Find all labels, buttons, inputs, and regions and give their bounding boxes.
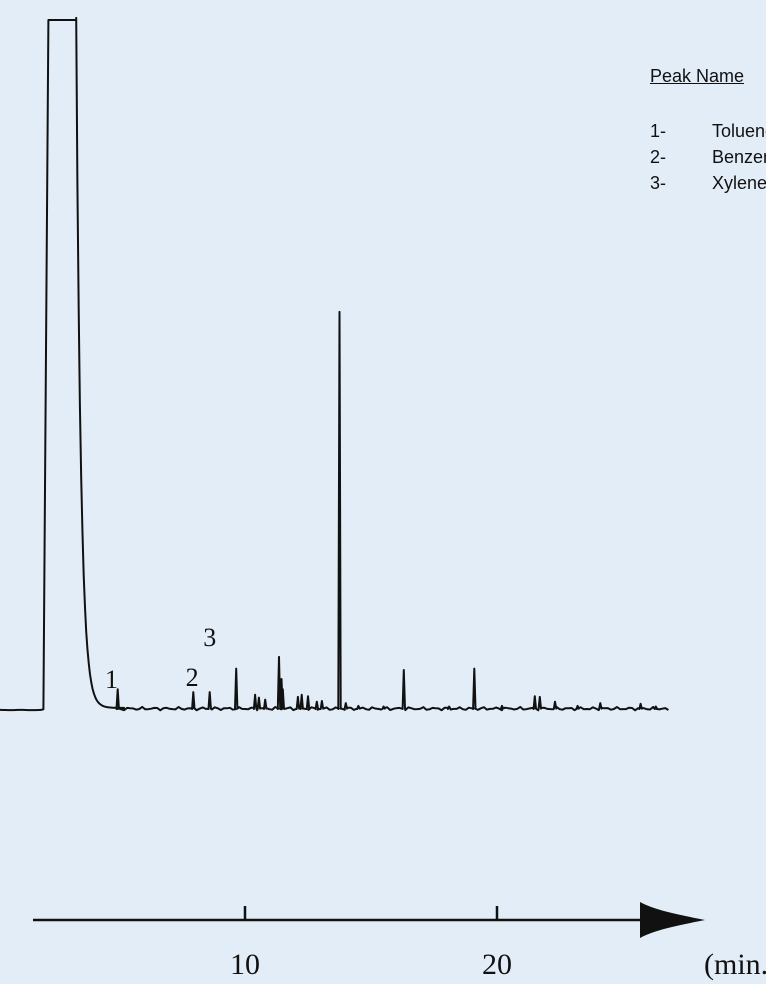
peak-label: 3 (203, 623, 216, 652)
legend-entry-name: Toluene (712, 121, 766, 141)
legend-entry-number: 1- (650, 121, 667, 141)
peak-legend: Peak Name 1- Toluene 2- Benzene 3- Xylen… (650, 66, 766, 199)
legend-entry-number: 3- (650, 173, 667, 193)
legend-entry: 2- Benzene (650, 147, 766, 173)
legend-entry: 3- Xylene (650, 173, 766, 199)
peak-label: 2 (186, 663, 199, 692)
legend-title: Peak Name (650, 66, 745, 86)
time-axis (33, 902, 705, 938)
chromatogram-trace (0, 16, 669, 712)
time-axis-arrowhead (640, 902, 705, 938)
x-tick-label: 20 (482, 948, 512, 981)
legend-entry: 1- Toluene (650, 121, 766, 147)
legend-entry-number: 2- (650, 147, 667, 167)
x-axis-label: (min.) (704, 948, 766, 981)
peak-labels: 1 23 (105, 623, 216, 694)
time-axis-ticks: 10 20 (230, 906, 512, 981)
peak-label: 1 (105, 665, 118, 694)
chromatogram-line (0, 16, 669, 712)
legend-entry-name: Benzene (712, 147, 766, 167)
legend-entry-name: Xylene (712, 173, 766, 193)
x-tick-label: 10 (230, 948, 260, 981)
